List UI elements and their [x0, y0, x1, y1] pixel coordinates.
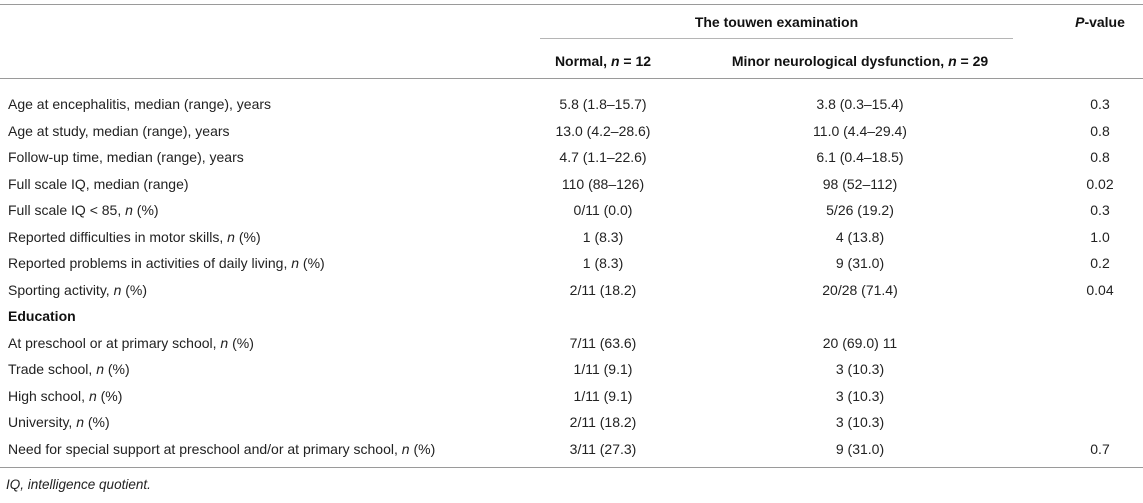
group-header: The touwen examination: [694, 14, 859, 30]
table-cell-normal: 1/11 (9.1): [573, 387, 633, 404]
table-cell-minor: 9 (31.0): [835, 440, 885, 457]
table-cell-label: At preschool or at primary school, n (%): [8, 334, 254, 351]
table-cell-label: University, n (%): [8, 414, 110, 430]
col-normal-header: Normal, n = 12: [554, 53, 652, 69]
table-cell-p: 0.7: [1090, 440, 1110, 457]
table-cell-minor: 6.1 (0.4–18.5): [816, 149, 904, 165]
table-cell-p: 0.8: [1090, 122, 1110, 139]
table-cell-p: 0.3: [1090, 96, 1110, 112]
table-cell-label: Reported difficulties in motor skills, n…: [8, 228, 261, 245]
table-cell-normal: 0/11 (0.0): [573, 202, 633, 218]
table-cell-minor: 3 (10.3): [835, 387, 885, 404]
table-cell-normal: 3/11 (27.3): [569, 440, 637, 457]
table-cell-minor: 3 (10.3): [835, 361, 885, 377]
table-cell-minor: 3.8 (0.3–15.4): [816, 96, 904, 112]
table-cell-minor: 98 (52–112): [822, 175, 898, 192]
table-cell-normal: 110 (88–126): [561, 175, 645, 192]
col-minor-header: Minor neurological dysfunction, n = 29: [731, 53, 989, 69]
table-cell-label: Sporting activity, n (%): [8, 281, 148, 298]
table-cell-label: Age at encephalitis, median (range), yea…: [8, 96, 272, 112]
table-cell-p: 0.02: [1086, 175, 1114, 192]
table-cell-normal: 1/11 (9.1): [573, 361, 633, 377]
table-cell-normal: 13.0 (4.2–28.6): [555, 122, 651, 139]
table-cell-minor: 11.0 (4.4–29.4): [813, 122, 907, 139]
table-cell-minor: 3 (10.3): [835, 414, 885, 430]
table-cell-minor: 20/28 (71.4): [822, 281, 898, 298]
table-cell-label: Follow-up time, median (range), years: [8, 149, 244, 165]
table-cell-normal: 1 (8.3): [582, 255, 624, 271]
table-cell-minor: 20 (69.0) 11: [822, 334, 898, 351]
table-cell-p: 0.04: [1086, 281, 1114, 298]
table-cell-normal: 5.8 (1.8–15.7): [559, 96, 647, 112]
table-cell-label: Full scale IQ, median (range): [8, 175, 189, 192]
table-cell-p: 0.8: [1090, 149, 1110, 165]
table-top-rule: [0, 4, 1143, 5]
table-cell-normal: 2/11 (18.2): [569, 281, 637, 298]
table-cell-label: Full scale IQ < 85, n (%): [8, 202, 159, 218]
table-cell-normal: 1 (8.3): [582, 228, 624, 245]
table-cell-minor: 4 (13.8): [835, 228, 885, 245]
table-cell-normal: 7/11 (63.6): [569, 334, 637, 351]
table-cell-p: 1.0: [1090, 228, 1110, 245]
header-rule: [0, 78, 1143, 79]
group-underline: [540, 38, 1013, 39]
table-cell-label: High school, n (%): [8, 387, 123, 404]
table-cell-minor: 5/26 (19.2): [826, 202, 894, 218]
table-cell-normal: 2/11 (18.2): [569, 414, 637, 430]
table-cell-p: 0.2: [1090, 255, 1110, 271]
table-cell-label: Reported problems in activities of daily…: [8, 255, 325, 271]
table-cell-minor: 9 (31.0): [835, 255, 885, 271]
table-bottom-rule: [0, 467, 1143, 468]
table-cell-normal: 4.7 (1.1–22.6): [559, 149, 647, 165]
table-footnote: IQ, intelligence quotient.: [6, 477, 151, 492]
table-cell-label: Need for special support at preschool an…: [8, 440, 436, 457]
table-cell-label: Age at study, median (range), years: [8, 122, 230, 139]
pvalue-header: P-value: [1075, 14, 1125, 30]
table-cell-p: 0.3: [1090, 202, 1110, 218]
table-cell-label: Education: [8, 308, 76, 324]
table-cell-label: Trade school, n (%): [8, 361, 130, 377]
